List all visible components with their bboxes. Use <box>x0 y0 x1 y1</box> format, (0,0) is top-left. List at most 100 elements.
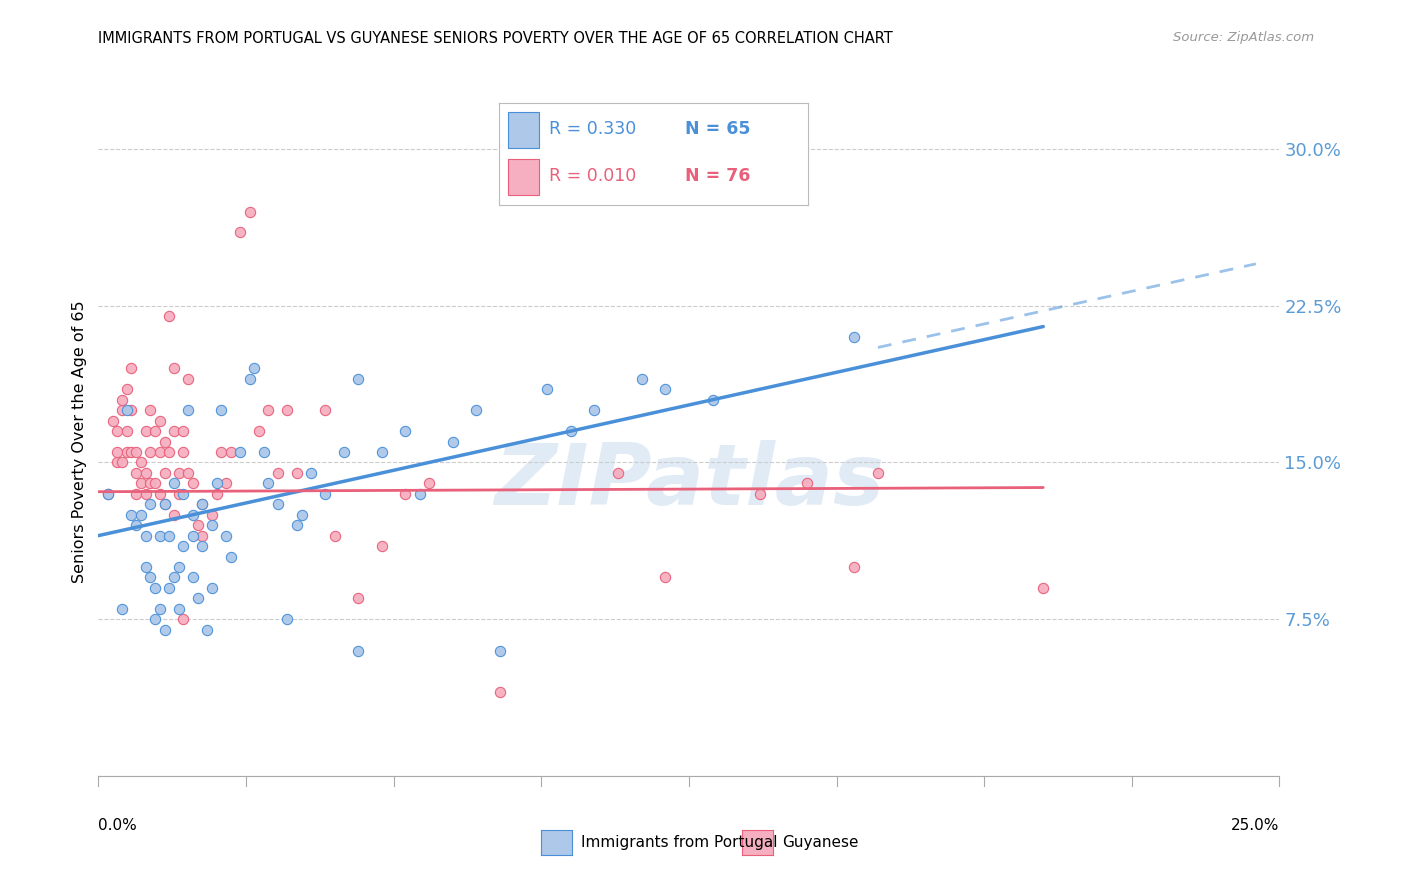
Point <box>125 518 148 533</box>
Point <box>371 445 394 459</box>
Point <box>111 455 134 469</box>
Point <box>105 445 128 459</box>
Text: R = 0.010: R = 0.010 <box>548 168 636 186</box>
Point <box>866 466 889 480</box>
Point <box>560 424 582 438</box>
Point <box>153 497 176 511</box>
Point <box>125 466 148 480</box>
Point <box>201 581 224 595</box>
Point <box>247 424 270 438</box>
Point <box>654 382 676 396</box>
Point <box>257 403 280 417</box>
Point <box>167 487 190 501</box>
Point <box>125 445 148 459</box>
Point <box>630 372 652 386</box>
Point <box>201 508 224 522</box>
Point <box>285 466 308 480</box>
Point <box>239 372 262 386</box>
Point <box>181 528 204 542</box>
Point <box>153 497 176 511</box>
Point <box>97 487 120 501</box>
Point <box>489 685 512 699</box>
Point <box>135 528 157 542</box>
Point <box>105 455 128 469</box>
Point <box>441 434 464 449</box>
Point <box>149 601 172 615</box>
Point <box>239 204 262 219</box>
Point <box>129 508 152 522</box>
Point <box>371 539 394 553</box>
Point <box>157 309 180 323</box>
Point <box>135 487 157 501</box>
Point <box>314 487 336 501</box>
Point <box>844 560 866 574</box>
FancyBboxPatch shape <box>509 112 540 148</box>
Point <box>177 466 200 480</box>
Point <box>209 445 232 459</box>
Point <box>157 528 180 542</box>
Point <box>121 361 143 376</box>
Text: Guyanese: Guyanese <box>782 835 858 849</box>
Point <box>143 581 166 595</box>
Point <box>97 487 120 501</box>
Point <box>323 528 346 542</box>
Point <box>172 487 194 501</box>
Point <box>139 445 162 459</box>
Point <box>290 508 312 522</box>
Point <box>149 528 172 542</box>
Point <box>157 445 180 459</box>
Point <box>177 372 200 386</box>
Point <box>163 508 186 522</box>
Point <box>267 466 290 480</box>
Point <box>167 560 190 574</box>
Point <box>163 570 186 584</box>
Point <box>172 539 194 553</box>
Point <box>465 403 488 417</box>
Point <box>229 445 252 459</box>
Point <box>153 434 176 449</box>
Text: R = 0.330: R = 0.330 <box>548 120 636 138</box>
Point <box>115 445 138 459</box>
Point <box>167 466 190 480</box>
Point <box>418 476 440 491</box>
Point <box>172 445 194 459</box>
Point <box>121 445 143 459</box>
Point <box>115 424 138 438</box>
Point <box>149 487 172 501</box>
Point <box>347 643 370 657</box>
Point <box>201 518 224 533</box>
Point <box>702 392 724 407</box>
Point <box>139 403 162 417</box>
Point <box>844 330 866 344</box>
Point <box>187 518 209 533</box>
Point <box>153 623 176 637</box>
Point <box>163 424 186 438</box>
Point <box>219 445 242 459</box>
Point <box>215 476 238 491</box>
Point <box>748 487 770 501</box>
Point <box>177 403 200 417</box>
Point <box>347 372 370 386</box>
Point <box>143 424 166 438</box>
Point <box>101 414 124 428</box>
Point <box>129 476 152 491</box>
Point <box>167 601 190 615</box>
Point <box>314 403 336 417</box>
Point <box>111 392 134 407</box>
Point <box>149 414 172 428</box>
Point <box>191 528 214 542</box>
Point <box>191 539 214 553</box>
Point <box>209 403 232 417</box>
Point <box>276 403 298 417</box>
Text: Source: ZipAtlas.com: Source: ZipAtlas.com <box>1174 31 1315 45</box>
Point <box>135 560 157 574</box>
Point <box>394 487 416 501</box>
Point <box>157 581 180 595</box>
Point <box>195 623 218 637</box>
Point <box>121 508 143 522</box>
Point <box>243 361 266 376</box>
Point <box>135 466 157 480</box>
Point <box>276 612 298 626</box>
Y-axis label: Seniors Poverty Over the Age of 65: Seniors Poverty Over the Age of 65 <box>72 301 87 582</box>
Point <box>181 508 204 522</box>
